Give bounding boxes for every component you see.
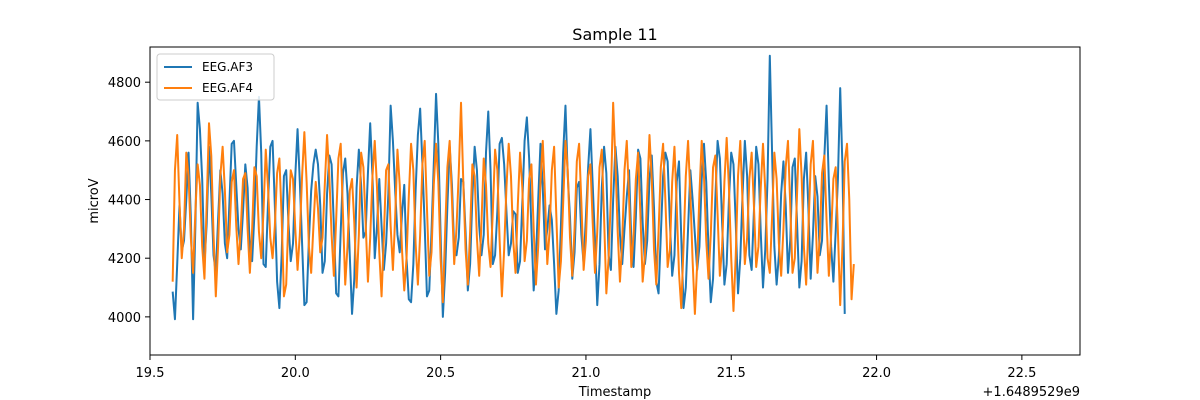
y-tick-label: 4400 — [108, 194, 141, 209]
y-axis-label: microV — [87, 178, 102, 223]
legend-label-eeg-af4: EEG.AF4 — [202, 81, 253, 95]
legend: EEG.AF3 EEG.AF4 — [156, 53, 275, 101]
x-offset-label: +1.6489529e9 — [983, 385, 1080, 400]
plot-frame — [149, 46, 1081, 356]
x-tick-label: 20.5 — [426, 366, 455, 381]
x-tick-label: 21.0 — [571, 366, 600, 381]
x-tick-label: 22.5 — [1007, 366, 1036, 381]
legend-label-eeg-af3: EEG.AF3 — [202, 60, 253, 74]
y-tick-label: 4000 — [108, 311, 141, 326]
chart-title: Sample 11 — [572, 25, 657, 44]
series-layer — [171, 54, 855, 321]
x-tick-label: 22.0 — [862, 366, 891, 381]
x-axis: 19.5 20.0 20.5 21.0 21.5 22.0 22.5 — [136, 355, 1036, 381]
x-tick-label: 21.5 — [717, 366, 746, 381]
x-tick-label: 20.0 — [281, 366, 310, 381]
y-axis: 4000 4200 4400 4600 4800 — [108, 76, 150, 326]
series-line-eeg-af4 — [171, 101, 855, 315]
y-tick-label: 4600 — [108, 135, 141, 150]
series-line-eeg-af3 — [171, 54, 846, 321]
y-tick-label: 4800 — [108, 76, 141, 91]
y-tick-label: 4200 — [108, 252, 141, 267]
x-axis-label: Timestamp — [578, 385, 652, 400]
x-tick-label: 19.5 — [136, 366, 165, 381]
